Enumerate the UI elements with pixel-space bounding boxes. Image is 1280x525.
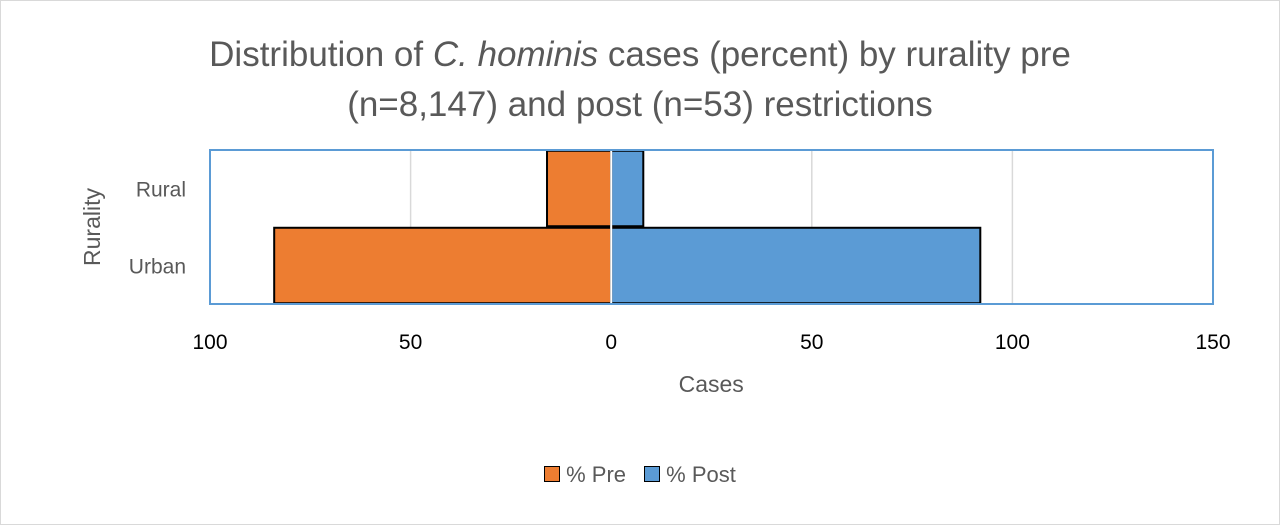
legend-label-pre: % Pre [566,462,627,487]
x-axis-title: Cases [679,371,744,397]
bar-rural-post [610,149,645,228]
bar-urban-post [610,226,982,305]
x-tick-label-3: 50 [800,331,823,354]
x-tick-label-5: 150 [1195,331,1230,354]
chart-legend: % Pre % Post [0,462,1280,488]
legend-item-pre: % Pre [544,462,626,488]
chart-title: Distribution of C. hominis cases (percen… [0,30,1280,130]
category-label-urban: Urban [129,256,186,279]
y-axis-title: Rurality [79,188,105,266]
legend-item-post: % Post [644,462,736,488]
legend-swatch-pre [544,466,561,483]
x-tick-label-4: 100 [995,331,1030,354]
bar-rural-pre [546,149,613,228]
legend-swatch-post [644,466,661,483]
x-tick-label-1: 50 [399,331,422,354]
x-tick-label-2: 0 [605,331,617,354]
chart-title-italic: C. hominis [432,35,599,74]
legend-label-post: % Post [666,462,736,487]
chart-title-line1: Distribution of C. hominis cases (percen… [209,35,1071,74]
x-tick-label-0: 100 [192,331,227,354]
chart-title-line2: (n=8,147) and post (n=53) restrictions [347,85,933,124]
plot-border [209,149,1214,305]
category-label-rural: Rural [136,179,186,202]
bar-urban-pre [273,226,613,305]
